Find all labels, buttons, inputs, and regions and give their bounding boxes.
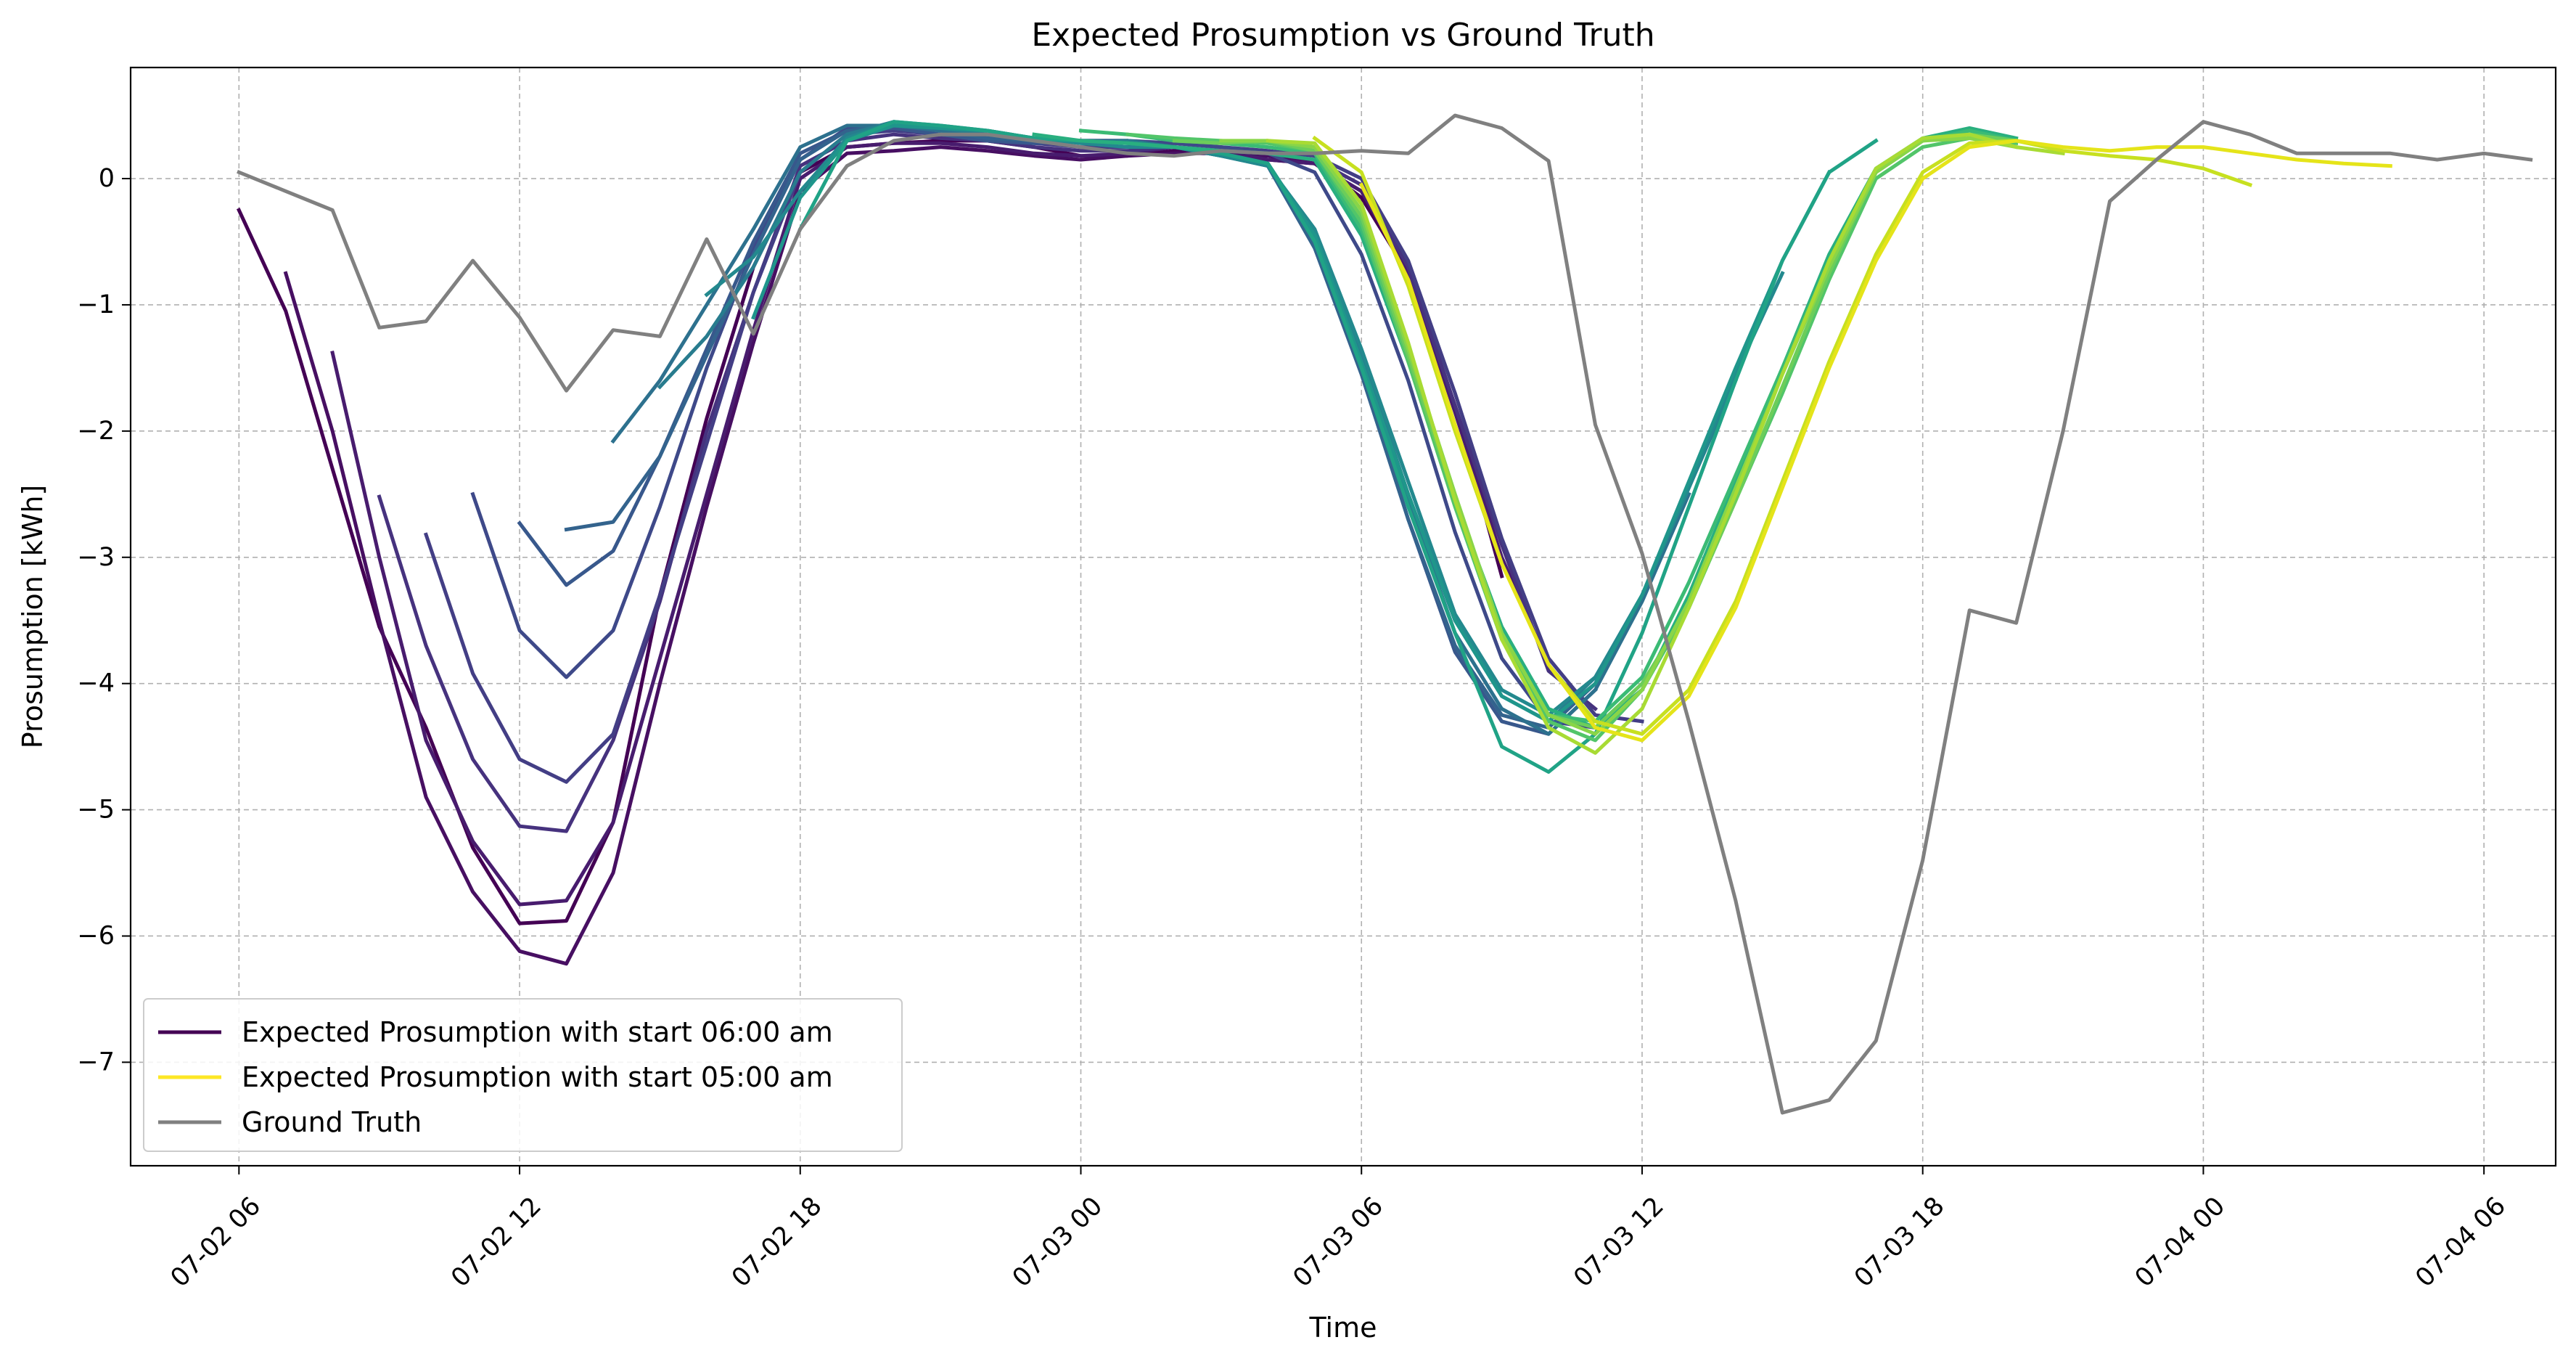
y-axis-label: Prosumption [kWh]: [17, 485, 49, 749]
y-tick-label: −1: [77, 290, 115, 319]
ground-truth-line: [237, 113, 2533, 1115]
legend-box: [143, 998, 903, 1152]
forecast-line-17: [1219, 136, 2019, 736]
y-tick-label: −2: [77, 417, 115, 446]
y-tick-label: −4: [77, 669, 115, 698]
chart-title: Expected Prosumption vs Ground Truth: [1031, 17, 1654, 54]
y-tick-label: −5: [77, 796, 115, 825]
legend-label-start-0600: Expected Prosumption with start 06:00 am: [242, 1016, 833, 1048]
plot-frame: [129, 66, 2557, 1167]
forecast-line-15: [1125, 132, 2019, 743]
y-tick-label: 0: [99, 164, 115, 193]
y-axis-ticks: 0 −1 −2 −3 −4 −5 −6 −7: [77, 164, 131, 1076]
y-tick-label: −6: [77, 921, 115, 950]
forecast-line-20: [1358, 139, 2392, 743]
grid: [131, 68, 2556, 1166]
y-tick-label: −7: [77, 1047, 115, 1076]
legend-label-ground-truth: Ground Truth: [242, 1106, 422, 1138]
forecast-line-18: [1266, 132, 2065, 755]
legend: Expected Prosumption with start 06:00 am…: [143, 998, 903, 1152]
forecast-line-12: [797, 120, 1879, 774]
legend-label-start-0500: Expected Prosumption with start 05:00 am: [242, 1061, 833, 1093]
y-tick-label: −3: [77, 543, 115, 572]
series-lines: [236, 113, 2533, 1115]
x-axis-label: Time: [1309, 1312, 1377, 1344]
